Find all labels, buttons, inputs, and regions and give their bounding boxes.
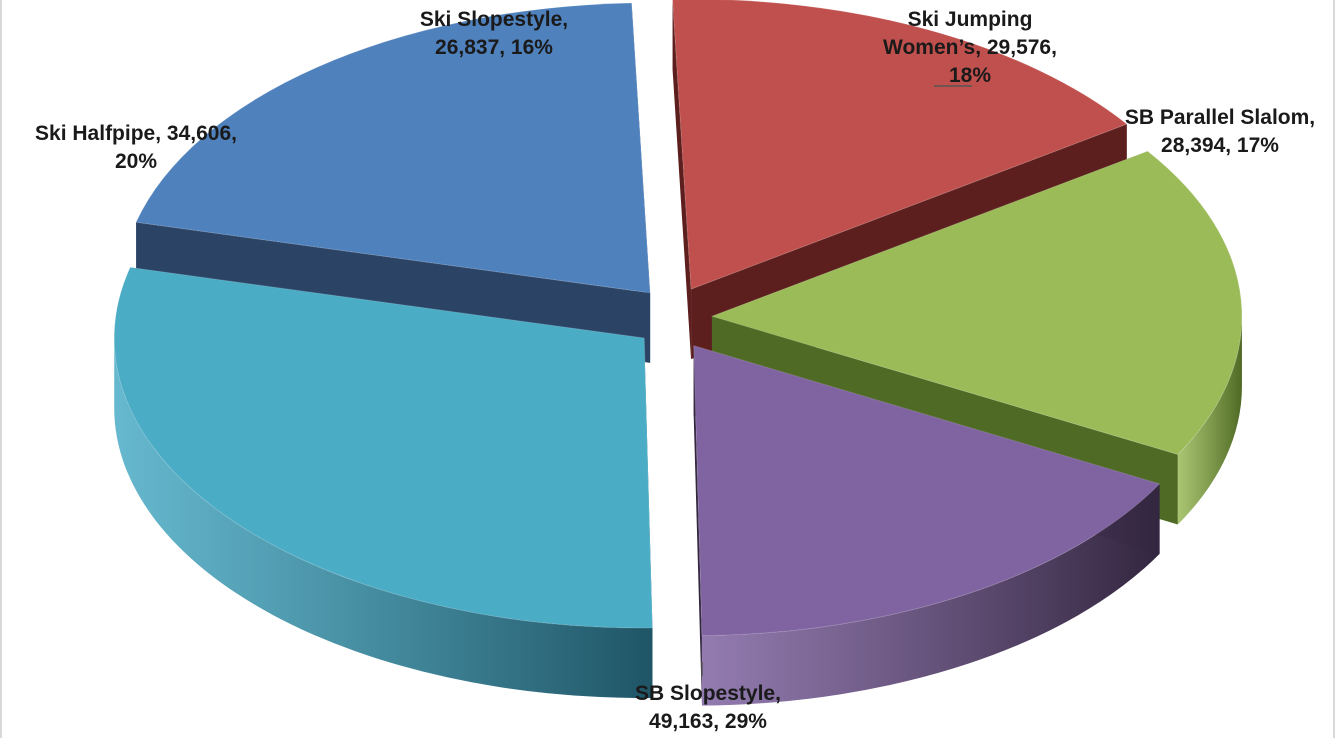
slice-label-ski-jumping-women-s: Ski Jumping Women’s, 29,576, 18% (883, 8, 1057, 87)
slice-label-line: Women’s, 29,576, (883, 36, 1057, 59)
pie-slice-sb-slopestyle (113, 266, 653, 699)
slice-label-line: 26,837, 16% (435, 36, 553, 59)
pie-slice-wall-sb-slopestyle-0 (114, 338, 653, 699)
slice-label-line: 18% (949, 64, 991, 87)
slice-label-line: 49,163, 29% (649, 710, 767, 733)
slice-label-line: 28,394, 17% (1161, 134, 1279, 157)
pie-slice-top-sb-parallel-slalom (693, 344, 1161, 637)
pie-slice-top-ski-halfpipe (135, 2, 651, 294)
slice-label-line: SB Slopestyle, (635, 682, 781, 705)
pie-slice-sb-parallel-slalom (693, 344, 1161, 706)
slice-label-ski-slopestyle: Ski Slopestyle, 26,837, 16% (420, 8, 568, 59)
pie-slice-side-sb-parallel-slalom-1 (693, 345, 702, 706)
slice-label-ski-halfpipe: Ski Halfpipe, 34,606, 20% (35, 122, 237, 173)
slice-label-line: SB Parallel Slalom, (1125, 106, 1315, 129)
pie-slice-top-ski-slopestyle (672, 0, 1128, 290)
pie-slice-wall-ski-jumping-women-s-0 (1177, 316, 1242, 525)
pie-slices (113, 0, 1243, 706)
slice-label-sb-parallel-slalom: SB Parallel Slalom, 28,394, 17% (1125, 106, 1315, 157)
slice-label-line: Ski Slopestyle, (420, 8, 568, 31)
slice-labels: Ski Slopestyle, 26,837, 16% Ski Jumping Wom… (35, 8, 1315, 733)
slice-label-sb-slopestyle: SB Slopestyle, 49,163, 29% (635, 682, 781, 733)
leader-lines (701, 85, 972, 676)
slice-label-line: Ski Halfpipe, 34,606, (35, 122, 237, 145)
slice-label-line: Ski Jumping (908, 8, 1033, 31)
pie-slice-top-sb-slopestyle (113, 266, 653, 629)
pie-slice-side-ski-slopestyle-0 (672, 0, 692, 360)
pie-slice-top-ski-jumping-women-s (710, 150, 1243, 456)
slice-label-line: 20% (115, 150, 157, 173)
pie-slice-wall-sb-parallel-slalom-0 (701, 483, 1160, 706)
